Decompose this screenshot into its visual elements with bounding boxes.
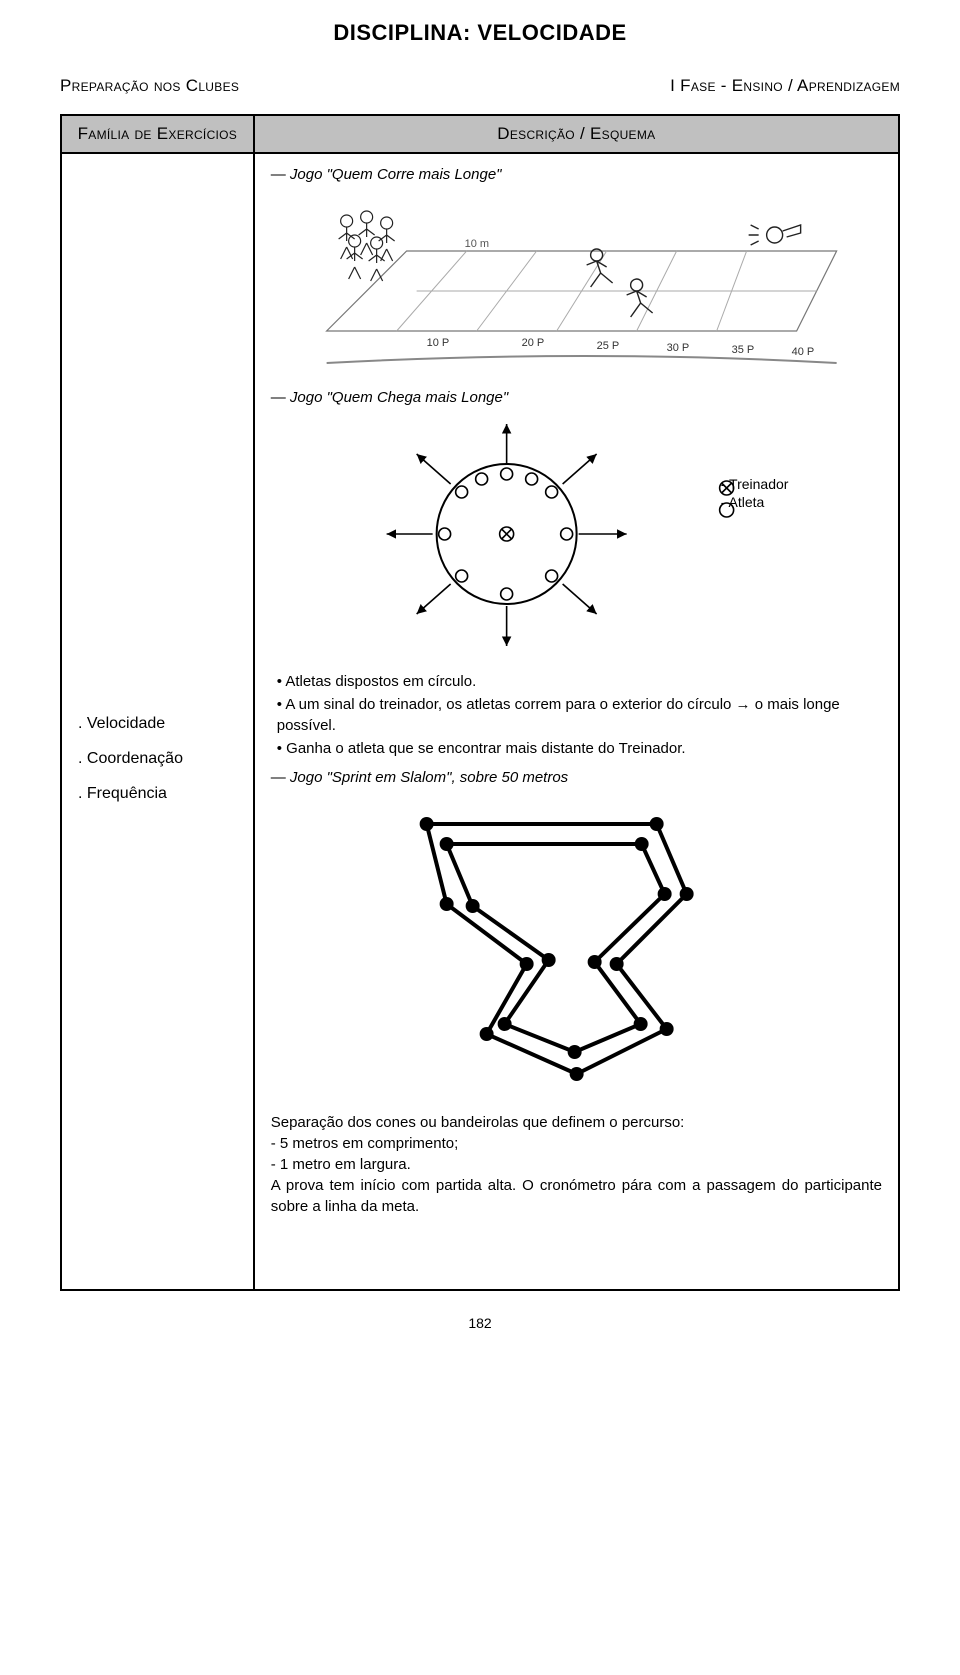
main-table: Família de Exercícios Descrição / Esquem… — [60, 114, 900, 1291]
legend-trainer: - Treinador — [721, 476, 789, 492]
list-item: A um sinal do treinador, os atletas corr… — [277, 695, 882, 736]
table-right-cell: Jogo "Quem Corre mais Longe" 10 m 1 — [254, 153, 899, 1290]
list-item: Ganha o atleta que se encontrar mais dis… — [277, 739, 882, 759]
svg-text:40 P: 40 P — [791, 346, 814, 358]
list-item: Atletas dispostos em círculo. — [277, 672, 882, 692]
table-left-cell: . Velocidade . Coordenação . Frequência — [61, 153, 254, 1290]
svg-text:30 P: 30 P — [666, 342, 689, 354]
left-item-coordenacao: . Coordenação — [78, 741, 237, 776]
legend-athlete: - Atleta — [721, 494, 789, 510]
left-item-velocidade: . Velocidade — [78, 706, 237, 741]
svg-text:10 P: 10 P — [426, 337, 449, 349]
figure-circle: - Treinador - Atleta — [271, 414, 882, 654]
left-item-frequencia: . Frequência — [78, 776, 237, 811]
bullets-list: Atletas dispostos em círculo. A um sinal… — [271, 672, 882, 759]
figure-track: 10 m 10 P 20 P 25 P 30 P 35 P 40 P — [271, 191, 882, 371]
subheader-row: Preparação nos Clubes I Fase - Ensino / … — [60, 76, 900, 96]
svg-text:35 P: 35 P — [731, 344, 754, 356]
figure-slalom — [271, 794, 882, 1094]
slalom-illustration — [271, 794, 882, 1094]
svg-text:10 m: 10 m — [464, 238, 488, 250]
circle-illustration — [271, 414, 882, 654]
game1-title: Jogo "Quem Corre mais Longe" — [271, 166, 882, 183]
svg-text:20 P: 20 P — [521, 337, 544, 349]
subheader-right: I Fase - Ensino / Aprendizagem — [670, 76, 900, 96]
game2-title: Jogo "Quem Chega mais Longe" — [271, 389, 882, 406]
track-illustration: 10 m 10 P 20 P 25 P 30 P 35 P 40 P — [271, 191, 882, 371]
subheader-left: Preparação nos Clubes — [60, 76, 239, 96]
footer-paragraph: Separação dos cones ou bandeirolas que d… — [271, 1112, 882, 1217]
svg-text:25 P: 25 P — [596, 340, 619, 352]
game3-title: Jogo "Sprint em Slalom", sobre 50 metros — [271, 769, 882, 786]
page-number: 182 — [60, 1315, 900, 1331]
page-title: DISCIPLINA: VELOCIDADE — [60, 20, 900, 46]
table-header-2: Descrição / Esquema — [254, 115, 899, 153]
table-header-1: Família de Exercícios — [61, 115, 254, 153]
